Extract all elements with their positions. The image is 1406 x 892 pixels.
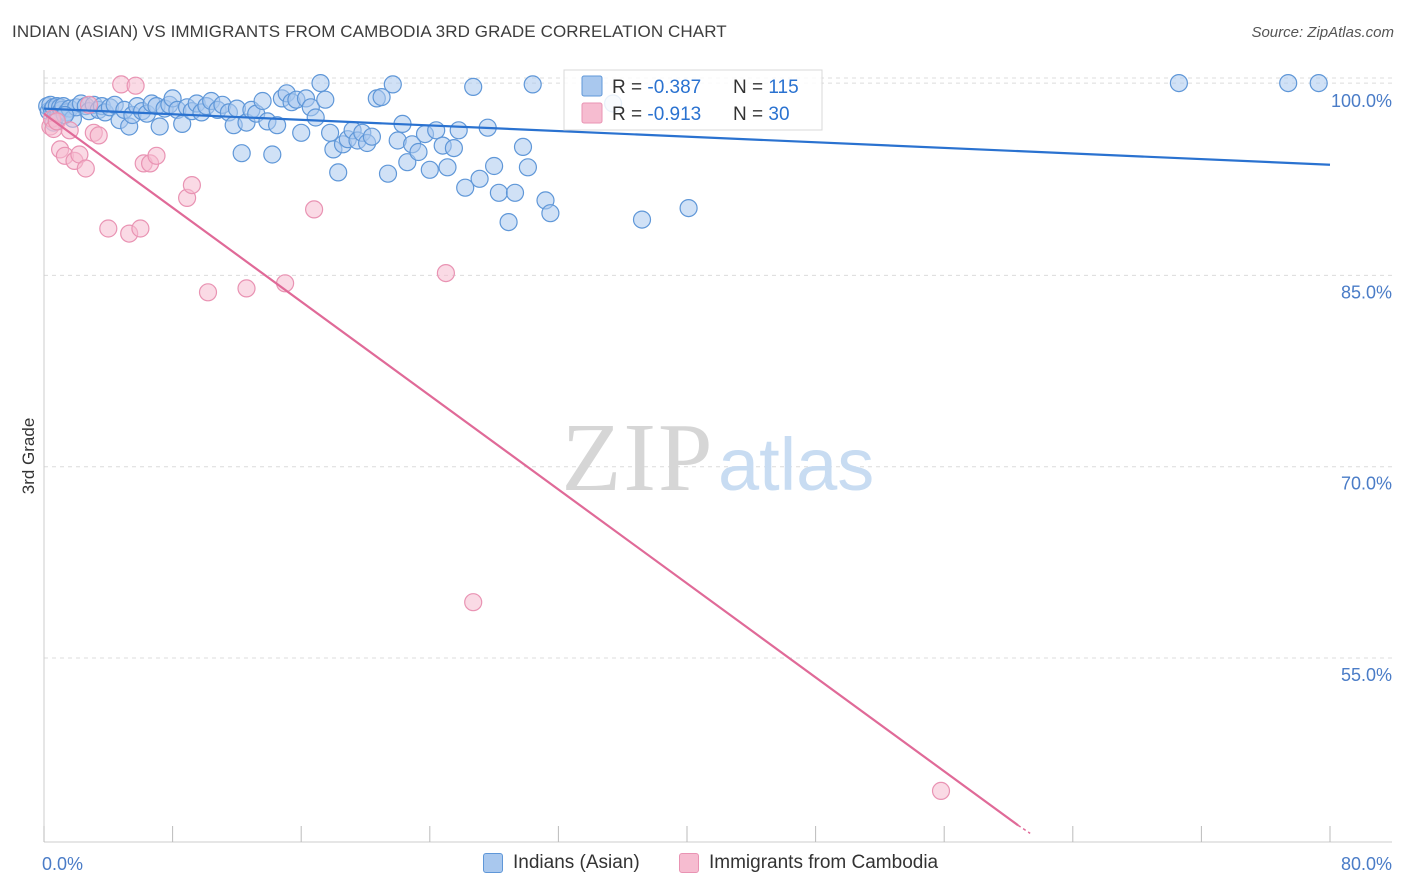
- point-immigrants-cambodia: [99, 219, 118, 238]
- point-indians-asian: [427, 121, 446, 140]
- point-immigrants-cambodia: [89, 126, 108, 145]
- point-indians-asian: [398, 153, 417, 172]
- point-indians-asian: [311, 73, 330, 93]
- tick-labels: 100.0% 85.0% 70.0% 55.0% 0.0% 80.0%: [42, 91, 1392, 874]
- point-indians-asian: [456, 178, 475, 197]
- point-indians-asian: [485, 156, 504, 176]
- x-tick-label-min: 0.0%: [42, 854, 83, 874]
- y-axis-label: 3rd Grade: [19, 418, 38, 495]
- legend-item-indians[interactable]: Indians (Asian): [483, 852, 640, 874]
- point-indians-asian: [632, 210, 652, 229]
- trendline-indians-asian: [43, 107, 1331, 166]
- point-immigrants-cambodia: [931, 781, 951, 801]
- point-indians-asian: [268, 116, 287, 135]
- n-value-pink: 30: [768, 104, 789, 125]
- point-indians-asian: [409, 142, 428, 162]
- point-immigrants-cambodia: [76, 159, 95, 178]
- stats-legend: R = -0.387 N = 115 R = -0.913 N = 30: [563, 69, 823, 131]
- point-indians-asian: [378, 164, 398, 183]
- point-immigrants-cambodia: [126, 76, 145, 95]
- gridlines: [44, 77, 1392, 659]
- stats-legend-frame: [563, 69, 823, 131]
- y-tick-label: 70.0%: [1341, 474, 1392, 494]
- point-indians-asian: [513, 137, 533, 156]
- point-indians-asian: [420, 160, 439, 179]
- legend-label-cambodia: Immigrants from Cambodia: [709, 852, 939, 873]
- x-tick-label-max: 80.0%: [1341, 854, 1392, 874]
- watermark: ZIP atlas: [562, 404, 875, 512]
- point-indians-asian: [292, 123, 311, 142]
- svg-text:R = -0.387 N =: R = -0.387 N = 115: [612, 77, 799, 98]
- trendline-immigrants-cambodia: [43, 112, 1019, 827]
- y-tick-label: 55.0%: [1341, 665, 1392, 685]
- legend-swatch-blue: [483, 853, 503, 873]
- point-indians-asian: [263, 145, 282, 164]
- y-tick-label: 85.0%: [1341, 282, 1392, 302]
- point-indians-asian: [444, 139, 463, 158]
- point-indians-asian: [1169, 73, 1189, 93]
- y-tick-label: 100.0%: [1331, 91, 1392, 111]
- point-indians-asian: [489, 183, 508, 202]
- watermark-zip: ZIP: [562, 404, 715, 512]
- point-indians-asian: [150, 117, 169, 136]
- point-immigrants-cambodia: [198, 283, 218, 302]
- point-indians-asian: [383, 75, 402, 94]
- legend-item-cambodia[interactable]: Immigrants from Cambodia: [679, 852, 938, 874]
- n-label-blue: N =: [733, 77, 768, 98]
- point-indians-asian: [541, 204, 560, 223]
- point-indians-asian: [470, 169, 489, 188]
- r-value-blue: -0.387: [647, 77, 701, 98]
- point-immigrants-cambodia: [237, 279, 256, 298]
- point-indians-asian: [306, 108, 325, 127]
- point-immigrants-cambodia: [147, 146, 166, 165]
- point-indians-asian: [464, 77, 483, 97]
- point-indians-asian: [1279, 73, 1298, 93]
- point-immigrants-cambodia: [131, 219, 150, 238]
- point-indians-asian: [679, 199, 698, 218]
- point-immigrants-cambodia: [305, 200, 324, 219]
- point-indians-asian: [329, 163, 348, 182]
- point-indians-asian: [362, 127, 381, 146]
- legend-label-indians: Indians (Asian): [513, 852, 640, 873]
- chart-title: INDIAN (ASIAN) VS IMMIGRANTS FROM CAMBOD…: [12, 22, 727, 41]
- series-immigrants-cambodia: [41, 75, 951, 801]
- r-label-pink: R =: [612, 104, 647, 125]
- stats-swatch-pink: [581, 102, 603, 124]
- r-label-blue: R =: [612, 77, 647, 98]
- point-indians-asian: [438, 158, 457, 177]
- trendline-extension: [1017, 824, 1031, 834]
- source-credit: Source: ZipAtlas.com: [1251, 24, 1394, 41]
- point-indians-asian: [316, 90, 335, 109]
- point-immigrants-cambodia: [436, 264, 455, 283]
- stats-swatch-blue: [581, 75, 603, 97]
- point-indians-asian: [232, 144, 251, 163]
- trend-lines: [43, 107, 1331, 834]
- watermark-atlas: atlas: [718, 423, 874, 506]
- point-indians-asian: [505, 183, 525, 202]
- point-immigrants-cambodia: [79, 95, 99, 114]
- legend-swatch-pink: [679, 853, 699, 873]
- point-indians-asian: [499, 213, 518, 232]
- point-immigrants-cambodia: [182, 176, 201, 195]
- point-indians-asian: [253, 91, 272, 111]
- axes: [43, 70, 1392, 843]
- point-immigrants-cambodia: [464, 593, 483, 612]
- point-indians-asian: [1309, 73, 1328, 93]
- n-label-pink: N =: [733, 104, 768, 125]
- svg-text:R = -0.913 N =: R = -0.913 N = 30: [612, 104, 790, 125]
- point-indians-asian: [372, 87, 391, 107]
- point-indians-asian: [518, 158, 538, 177]
- r-value-pink: -0.913: [647, 104, 701, 125]
- point-indians-asian: [523, 75, 542, 94]
- point-indians-asian: [449, 121, 468, 140]
- n-value-blue: 115: [768, 77, 798, 98]
